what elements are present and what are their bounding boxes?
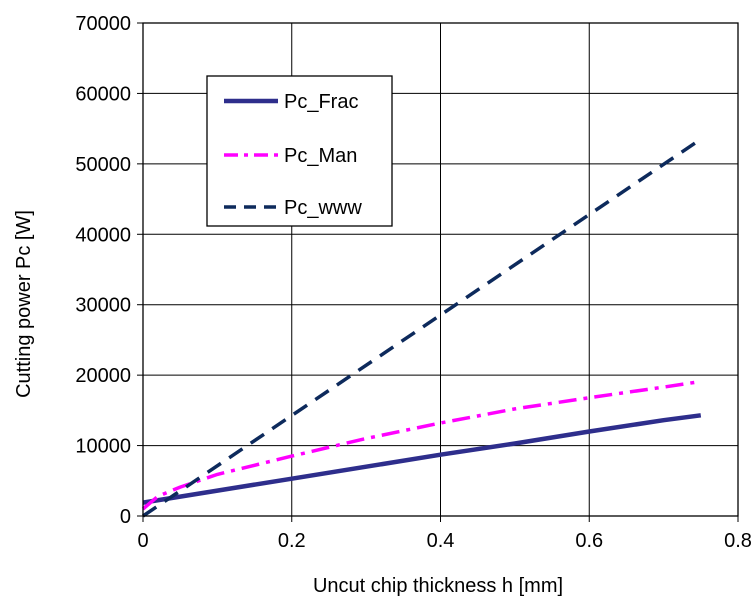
- y-tick-label: 0: [120, 506, 131, 528]
- series-layer: [141, 137, 702, 518]
- x-tick-label: 0: [137, 530, 148, 552]
- y-tick-label: 20000: [75, 365, 131, 387]
- legend-label: Pc_www: [284, 197, 362, 219]
- legend-label: Pc_Frac: [284, 91, 358, 113]
- y-tick-label: 40000: [75, 224, 131, 246]
- y-tick-label: 30000: [75, 295, 131, 317]
- series-line-pc-www: [142, 137, 702, 518]
- legend: Pc_Frac Pc_Man Pc_www: [206, 75, 393, 227]
- x-tick-label: 0.2: [278, 530, 306, 552]
- y-tick-label: 60000: [75, 83, 131, 105]
- x-tick-label: 0.8: [724, 530, 752, 552]
- x-axis-label: Uncut chip thickness h [mm]: [313, 575, 563, 597]
- x-tick-label: 0.4: [427, 530, 455, 552]
- y-tick-label: 50000: [75, 154, 131, 176]
- series-line-pc-frac: [142, 413, 702, 505]
- x-tick-label: 0.6: [575, 530, 603, 552]
- y-axis-label: Cutting power Pc [W]: [13, 210, 35, 398]
- x-tick-labels: 0 0.2 0.4 0.6 0.8: [137, 516, 752, 552]
- legend-label: Pc_Man: [284, 145, 357, 167]
- y-tick-labels: 0 10000 20000 30000 40000 50000 60000 70000: [75, 13, 143, 528]
- y-tick-label: 10000: [75, 436, 131, 458]
- y-tick-label: 70000: [75, 13, 131, 35]
